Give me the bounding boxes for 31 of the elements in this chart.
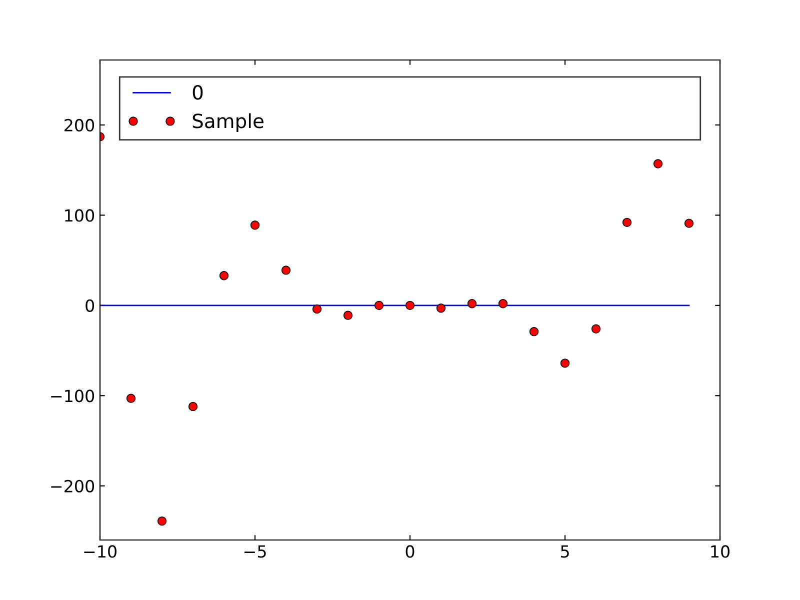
point: [188, 402, 198, 412]
point: [529, 326, 539, 336]
point: [343, 310, 353, 320]
point: [281, 266, 291, 275]
point: [312, 304, 322, 314]
point: [467, 299, 477, 308]
point: [126, 394, 136, 403]
y-tick-label: 0: [86, 299, 94, 312]
point: [684, 218, 694, 228]
point: [653, 159, 663, 168]
y-tick-label: 100: [65, 209, 94, 222]
point: [157, 516, 167, 526]
y-tick-label: −100: [51, 390, 94, 402]
x-tick-label: 10: [711, 545, 730, 558]
point: [622, 218, 632, 227]
point: [250, 220, 260, 230]
point: [591, 324, 601, 334]
point: [498, 299, 508, 308]
y-tick-label: 200: [64, 118, 94, 132]
x-tick-label: 5: [560, 545, 569, 558]
point: [436, 304, 446, 313]
x-tick-label: −10: [84, 545, 116, 558]
legend-label: Sample: [192, 113, 264, 132]
legend-label: 0: [192, 85, 203, 100]
x-tick-label: 0: [406, 545, 414, 558]
y-tick-label: −200: [51, 480, 94, 492]
x-tick-label: −5: [244, 545, 266, 558]
point: [560, 358, 570, 368]
point: [405, 300, 415, 310]
point: [374, 300, 384, 310]
point: [219, 271, 229, 280]
